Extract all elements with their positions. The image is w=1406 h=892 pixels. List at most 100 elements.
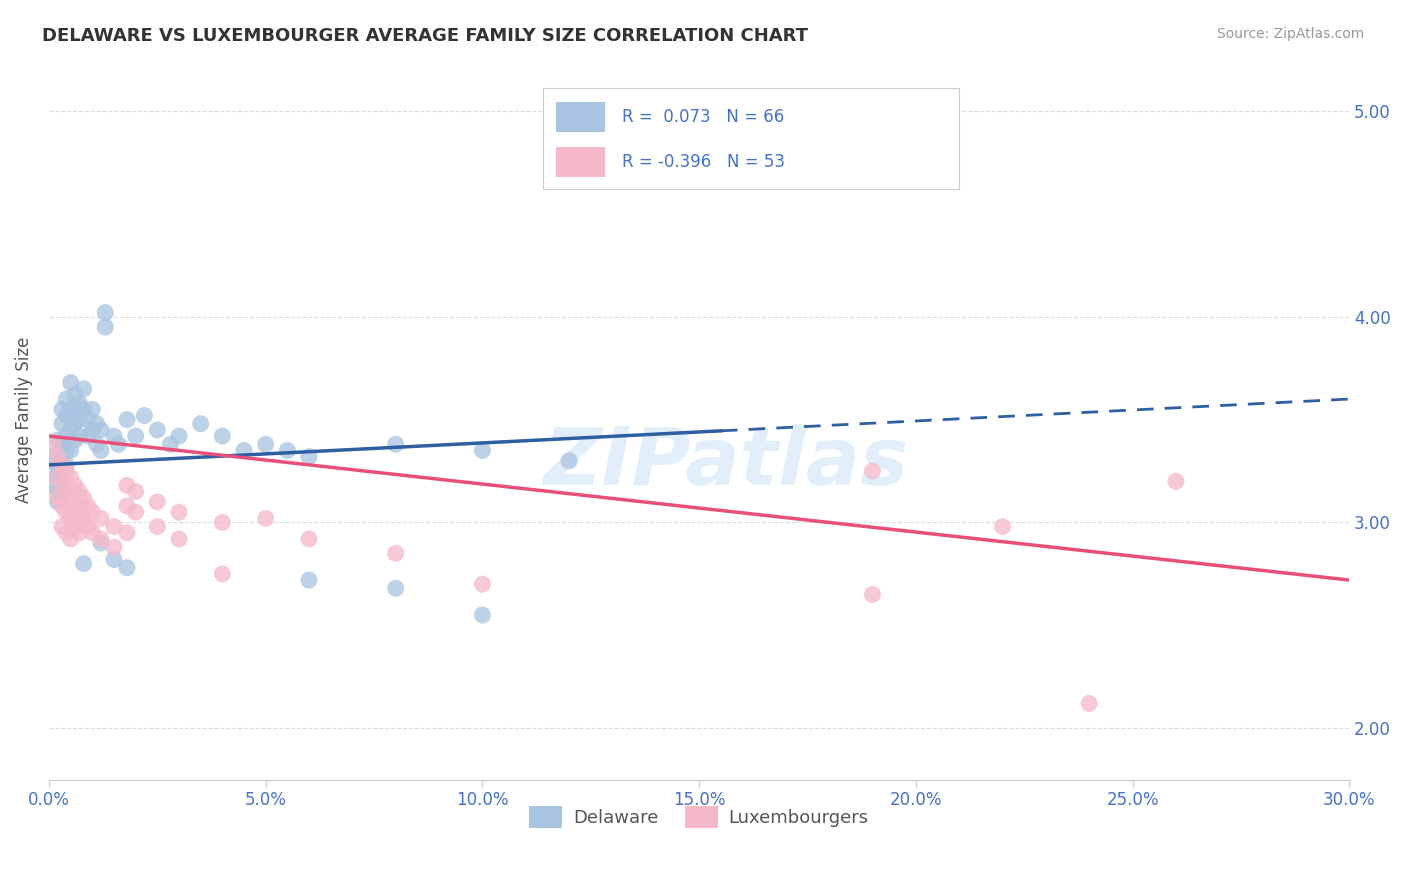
Point (63, 433, 86, 447)
Point (67, 412, 90, 426)
Point (63, 478, 86, 492)
Point (46, 433, 69, 447)
Point (90, 536, 112, 550)
Point (159, 437, 181, 451)
Point (94, 320, 117, 334)
Point (471, 443, 494, 458)
Point (72, 382, 94, 396)
Point (51, 484, 73, 499)
Point (59, 423, 82, 437)
Point (211, 516, 233, 530)
Point (72, 402, 94, 417)
Point (146, 519, 169, 533)
Point (46, 484, 69, 499)
Point (51, 478, 73, 492)
Point (103, 519, 125, 533)
Point (124, 429, 146, 443)
Point (471, 577, 494, 591)
Point (90, 423, 112, 437)
Point (77, 412, 100, 426)
Point (77, 519, 100, 533)
Point (167, 429, 190, 443)
Point (146, 423, 169, 437)
Point (167, 505, 190, 519)
Point (862, 587, 884, 601)
Point (55, 505, 77, 519)
Point (471, 608, 494, 623)
Text: Source: ZipAtlas.com: Source: ZipAtlas.com (1216, 27, 1364, 41)
Point (211, 429, 233, 443)
Point (384, 437, 406, 451)
Point (115, 412, 138, 426)
Point (46, 470, 69, 484)
Point (51, 519, 73, 533)
Point (63, 388, 86, 402)
Point (115, 525, 138, 540)
Point (59, 532, 82, 546)
Point (1164, 475, 1187, 489)
Point (991, 519, 1014, 533)
Point (115, 499, 138, 513)
Point (51, 402, 73, 417)
Point (115, 478, 138, 492)
Point (42, 464, 65, 478)
Point (384, 582, 406, 596)
Point (90, 443, 112, 458)
Point (190, 417, 212, 431)
Point (51, 458, 73, 472)
Point (46, 470, 69, 484)
Point (115, 560, 138, 574)
Point (51, 499, 73, 513)
Point (55, 525, 77, 540)
Point (72, 491, 94, 505)
Point (82, 505, 104, 519)
Point (46, 495, 69, 509)
Point (63, 402, 86, 417)
Point (59, 376, 82, 390)
Point (233, 443, 256, 458)
Point (59, 511, 82, 525)
Point (51, 417, 73, 431)
Point (46, 491, 69, 505)
Point (55, 484, 77, 499)
Point (82, 423, 104, 437)
Point (59, 402, 82, 417)
Point (298, 573, 321, 587)
Point (211, 566, 233, 581)
Point (67, 525, 90, 540)
Point (103, 552, 125, 566)
Point (146, 495, 169, 509)
Point (55, 464, 77, 478)
Point (42, 437, 65, 451)
Point (63, 519, 86, 533)
Point (558, 454, 581, 468)
Point (59, 491, 82, 505)
Point (276, 443, 298, 458)
Point (51, 470, 73, 484)
Point (59, 470, 82, 484)
Point (94, 305, 117, 319)
Point (1078, 697, 1101, 711)
Point (55, 429, 77, 443)
Point (51, 454, 73, 468)
Point (42, 478, 65, 492)
Point (103, 429, 125, 443)
Point (167, 532, 190, 546)
Point (67, 484, 90, 499)
Y-axis label: Average Family Size: Average Family Size (15, 336, 32, 503)
Point (55, 443, 77, 458)
Point (103, 540, 125, 554)
Point (254, 511, 277, 525)
Text: ZIPatlas: ZIPatlas (543, 424, 908, 502)
Point (77, 429, 100, 443)
Point (63, 499, 86, 513)
Point (46, 450, 69, 464)
Point (298, 532, 321, 546)
Point (63, 417, 86, 431)
Point (384, 546, 406, 560)
Point (55, 458, 77, 472)
Point (67, 396, 90, 410)
Point (82, 402, 104, 417)
Point (82, 525, 104, 540)
Point (124, 484, 146, 499)
